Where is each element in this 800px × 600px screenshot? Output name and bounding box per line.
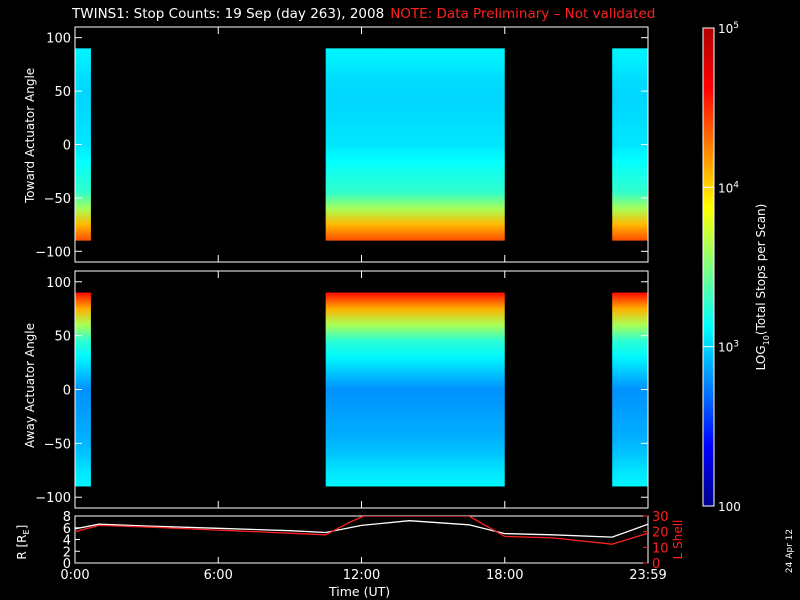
orbit-y-tick-label: 2 xyxy=(63,545,71,560)
colorbar-label-suffix: (Total Stops per Scan) xyxy=(754,204,768,335)
x-tick-label: 18:00 xyxy=(486,568,523,583)
colorbar-label-prefix: LOG xyxy=(754,345,768,370)
l-shell-label: L Shell xyxy=(671,520,685,560)
toward-segment-cells xyxy=(325,48,505,241)
x-tick-label: 0:00 xyxy=(60,568,89,583)
orbit-y-tick-label: 4 xyxy=(63,534,71,549)
away-segment-cells xyxy=(75,292,91,487)
colorbar-tick-exp: 3 xyxy=(733,340,739,350)
y-tick-label: −50 xyxy=(44,437,71,452)
y-tick-label: −100 xyxy=(35,491,71,506)
away-segment-cells xyxy=(325,292,505,487)
y-tick-label: −100 xyxy=(35,245,71,260)
y-tick-label: 50 xyxy=(54,85,71,100)
x-tick-label: 12:00 xyxy=(343,568,380,583)
l-shell-tick-label: 10 xyxy=(652,541,669,556)
y-tick-label: 50 xyxy=(54,330,71,345)
toward-segment-cells xyxy=(75,48,91,241)
colorbar-tick-label: 105 xyxy=(718,21,739,36)
x-axis-label: Time (UT) xyxy=(329,584,391,599)
colorbar-tick-label: 104 xyxy=(718,180,739,195)
chart-title: TWINS1: Stop Counts: 19 Sep (day 263), 2… xyxy=(72,6,655,22)
colorbar xyxy=(702,27,715,507)
orbit-y-tick-label: 6 xyxy=(63,522,71,537)
colorbar-label: LOG10(Total Stops per Scan) xyxy=(754,204,771,371)
orbit-y-tick-label: 8 xyxy=(63,510,71,525)
x-tick-label: 6:00 xyxy=(204,568,233,583)
l-shell-tick-label: 30 xyxy=(652,510,669,525)
y-tick-label: 100 xyxy=(46,32,71,47)
title-text: TWINS1: Stop Counts: 19 Sep (day 263), 2… xyxy=(72,6,385,22)
l-shell-line xyxy=(75,516,648,545)
colorbar-label-sub: 10 xyxy=(762,335,771,345)
orbit-y-tick-label: 0 xyxy=(63,557,71,572)
radius-line xyxy=(75,520,648,538)
y-tick-label: 0 xyxy=(63,139,71,154)
y-tick-label: −50 xyxy=(44,192,71,207)
y-tick-label: 0 xyxy=(63,384,71,399)
l-shell-tick-label: 0 xyxy=(652,557,660,572)
colorbar-tick-label: 100 xyxy=(718,500,741,514)
colorbar-tick-exp: 4 xyxy=(733,180,739,190)
y-tick-label: 100 xyxy=(46,276,71,291)
l-shell-tick-label: 20 xyxy=(652,526,669,541)
colorbar-tick-exp: 5 xyxy=(733,21,739,31)
x-tick-label: 23:59 xyxy=(629,568,666,583)
preliminary-note: NOTE: Data Preliminary – Not validated xyxy=(390,6,656,22)
colorbar-tick-label: 103 xyxy=(718,340,739,355)
